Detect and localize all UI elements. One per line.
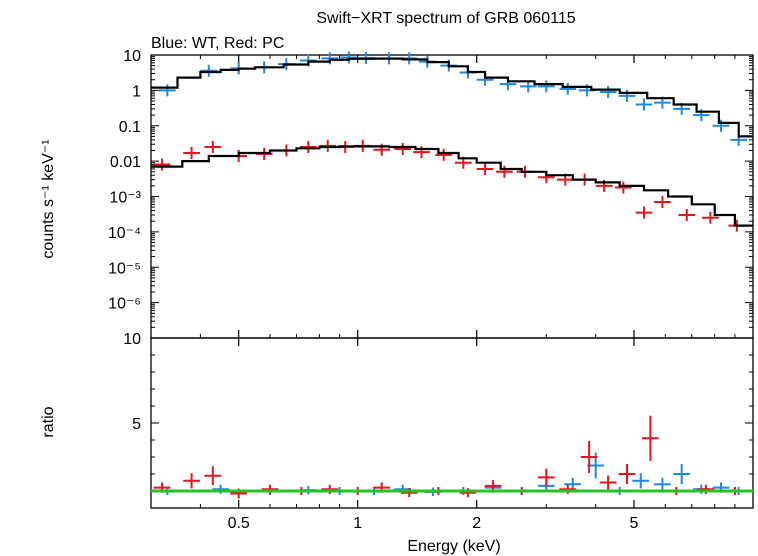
wt-data-point: [635, 98, 653, 111]
pc-ratio-point: [580, 441, 598, 473]
chart-subtitle: Blue: WT, Red: PC: [151, 35, 284, 52]
pc-ratio-point: [537, 468, 555, 487]
x-tick-label: 0.5: [228, 515, 250, 532]
top-y-tick-label: 10: [123, 48, 141, 65]
pc-data-point: [476, 162, 494, 175]
x-tick-label: 2: [472, 515, 481, 532]
pc-data-point: [654, 195, 671, 208]
pc-ratio-point: [261, 484, 279, 494]
bottom-y-tick-label: 10: [123, 331, 141, 348]
pc-data-point: [635, 206, 653, 219]
pc-data-point: [183, 146, 200, 159]
pc-data-point: [678, 208, 696, 221]
wt-data-point: [158, 84, 176, 97]
pc-data-point: [701, 211, 719, 224]
top-y-tick-label: 10⁻³: [109, 190, 141, 207]
wt-data-point: [537, 80, 555, 93]
top-y-tick-label: 10⁻⁶: [108, 296, 141, 313]
wt-ratio-point: [673, 464, 691, 484]
wt-data-point: [559, 82, 577, 95]
wt-data-point: [712, 119, 730, 132]
top-y-tick-label: 0.01: [110, 154, 141, 171]
chart-title: Swift−XRT spectrum of GRB 060115: [316, 10, 575, 27]
pc-model-step: [151, 145, 753, 227]
pc-data-point: [153, 158, 171, 171]
x-tick-label: 1: [353, 515, 362, 532]
pc-data-point: [615, 181, 632, 194]
top-y-axis-label: counts s⁻¹ keV⁻¹: [40, 139, 57, 258]
bottom-y-tick-label: 5: [132, 416, 141, 433]
pc-ratio-point: [697, 484, 715, 494]
pc-ratio-point: [321, 484, 339, 494]
top-y-tick-label: 0.1: [119, 119, 141, 136]
wt-data-point: [340, 51, 358, 64]
pc-ratio-point: [599, 475, 617, 490]
pc-ratio-point: [641, 415, 659, 461]
bottom-y-axis-label: ratio: [40, 406, 57, 437]
pc-data-point: [394, 143, 412, 156]
pc-data-point: [204, 141, 222, 154]
pc-ratio-point: [618, 464, 636, 484]
pc-ratio-point: [459, 488, 477, 498]
pc-ratio-point: [204, 466, 222, 486]
wt-data-point: [618, 89, 636, 102]
pc-data-point: [299, 141, 317, 154]
x-tick-label: 5: [630, 515, 639, 532]
pc-data-point: [435, 148, 453, 161]
pc-data-point: [496, 165, 513, 178]
pc-data-point: [319, 139, 337, 152]
wt-data-point: [200, 64, 218, 77]
wt-data-point: [599, 85, 617, 98]
wt-ratio-point: [212, 484, 229, 494]
wt-ratio-point: [654, 477, 671, 491]
x-axis-label: Energy (keV): [407, 538, 500, 555]
wt-model-step: [151, 57, 753, 138]
pc-ratio-point: [183, 473, 200, 489]
top-y-tick-label: 10⁻⁵: [108, 260, 141, 277]
top-y-tick-label: 1: [132, 83, 141, 100]
top-y-tick-label: 10⁻⁴: [108, 225, 141, 242]
wt-ratio-point: [632, 473, 650, 489]
